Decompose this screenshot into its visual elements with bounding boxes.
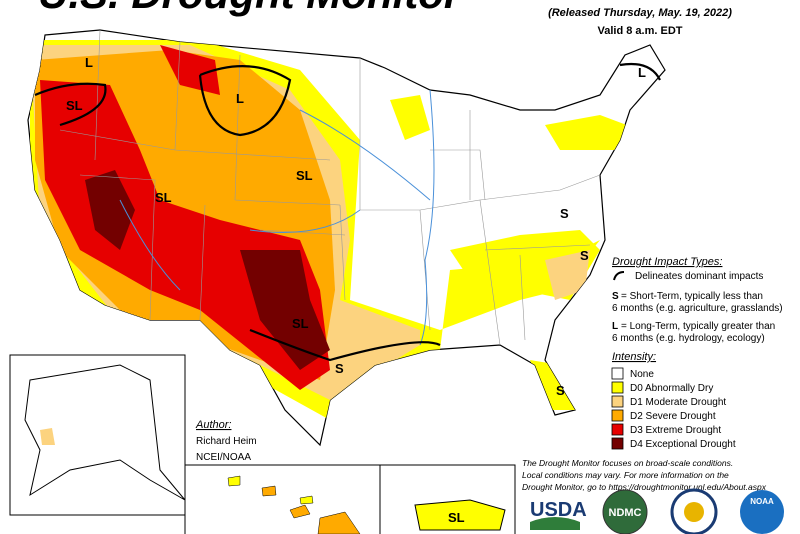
- logos: USDA NDMC NOAA: [530, 488, 784, 534]
- impact-code: S: [612, 291, 619, 302]
- disclaimer: The Drought Monitor focuses on broad-sca…: [522, 458, 733, 468]
- hawaii-island: [227, 475, 314, 505]
- logo-usda: USDA: [530, 499, 587, 521]
- drought-area: [390, 95, 430, 140]
- legend-swatch: [611, 395, 624, 408]
- legend-swatch: [611, 367, 624, 380]
- alaska-area: [40, 428, 55, 445]
- legend-label: D4 Exceptional Drought: [630, 439, 736, 450]
- impact-code: L: [612, 321, 618, 332]
- logo-commerce-center: [684, 502, 704, 522]
- disclaimer: Local conditions may vary. For more info…: [522, 470, 729, 480]
- impact-label: SL: [66, 98, 83, 113]
- impact-boundary: [34, 62, 661, 362]
- impact-label: S: [580, 248, 589, 263]
- legend-label: D1 Moderate Drought: [630, 397, 726, 408]
- legend-swatch: [611, 409, 624, 422]
- drought-area: [530, 360, 575, 410]
- drought-area: [545, 250, 590, 300]
- disclaimer: Drought Monitor, go to https://droughtmo…: [522, 482, 767, 492]
- impact-label: SL: [292, 316, 309, 331]
- logo-noaa: [740, 490, 784, 534]
- impact-label: SL: [296, 168, 313, 183]
- logo-ndmc-text: NDMC: [609, 507, 642, 519]
- impact-description: Delineates dominant impacts: [635, 271, 763, 282]
- impact-heading: Drought Impact Types:: [612, 256, 722, 268]
- impact-text: = Long-Term, typically greater than: [621, 321, 775, 332]
- legend-label: D2 Severe Drought: [630, 411, 716, 422]
- drought-area: [40, 80, 330, 390]
- impact-label: L: [638, 65, 646, 80]
- impact-line-icon: [613, 271, 625, 281]
- impact-text: 6 months (e.g. agriculture, grasslands): [612, 303, 783, 314]
- legend-heading: Intensity:: [612, 351, 656, 363]
- drought-area: [85, 170, 135, 250]
- author-heading: Author:: [195, 419, 231, 431]
- legend-swatch: [611, 423, 624, 436]
- logo-ndmc: [602, 489, 648, 534]
- released: (Released Thursday, May. 19, 2022): [548, 7, 732, 19]
- legend-label: D3 Extreme Drought: [630, 425, 721, 436]
- title: U.S. Drought Monitor: [38, 0, 463, 17]
- impact-label: S: [556, 383, 565, 398]
- hawaii-island: [261, 485, 361, 534]
- legend-label: D0 Abnormally Dry: [630, 383, 713, 394]
- rivers: [119, 89, 435, 346]
- drought-area: [545, 115, 640, 150]
- logo-noaa-text: NOAA: [750, 497, 774, 506]
- impact-label: L: [85, 55, 93, 70]
- impact-label: SL: [448, 510, 465, 525]
- author-name: Richard Heim: [196, 436, 257, 447]
- valid: Valid 8 a.m. EDT: [598, 25, 683, 37]
- logo-usda-swoosh: [530, 517, 580, 530]
- legend: None D0 Abnormally Dry D1 Moderate Drought…: [611, 367, 736, 450]
- impact-text: = Short-Term, typically less than: [621, 291, 763, 302]
- impact-labels: L SL L SL SL S S SL S S L SL: [66, 55, 646, 525]
- impact-label: S: [335, 361, 344, 376]
- impact-label: SL: [155, 190, 172, 205]
- puerto-rico: [414, 499, 506, 531]
- drought-area: [240, 250, 330, 370]
- state-lines: [59, 29, 601, 346]
- impact-label: S: [560, 206, 569, 221]
- impact-label: L: [236, 91, 244, 106]
- alaska: [24, 364, 186, 501]
- author-org: NCEI/NOAA: [196, 452, 251, 463]
- legend-label: None: [630, 369, 654, 380]
- legend-swatch: [611, 437, 624, 450]
- legend-swatch: [611, 381, 624, 394]
- drought-area: [160, 45, 220, 95]
- impact-text: 6 months (e.g. hydrology, ecology): [612, 333, 765, 344]
